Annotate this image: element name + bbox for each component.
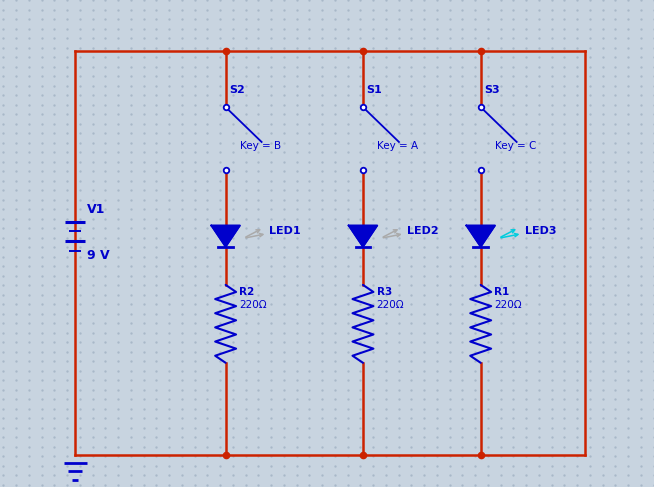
Text: LED3: LED3 (525, 226, 556, 236)
Text: Key = A: Key = A (377, 141, 419, 151)
Polygon shape (466, 225, 495, 247)
Text: S2: S2 (229, 85, 245, 95)
Text: Key = B: Key = B (240, 141, 281, 151)
Text: R2: R2 (239, 287, 254, 298)
Text: S1: S1 (366, 85, 382, 95)
Polygon shape (349, 225, 377, 247)
Polygon shape (211, 225, 240, 247)
Text: 9 V: 9 V (87, 249, 110, 262)
Text: 220Ω: 220Ω (377, 300, 404, 310)
Text: S3: S3 (484, 85, 500, 95)
Text: V1: V1 (87, 203, 105, 216)
Text: LED1: LED1 (269, 226, 301, 236)
Text: 220Ω: 220Ω (239, 300, 267, 310)
Text: R1: R1 (494, 287, 509, 298)
Text: 220Ω: 220Ω (494, 300, 522, 310)
Text: LED2: LED2 (407, 226, 438, 236)
Text: Key = C: Key = C (495, 141, 536, 151)
Text: R3: R3 (377, 287, 392, 298)
